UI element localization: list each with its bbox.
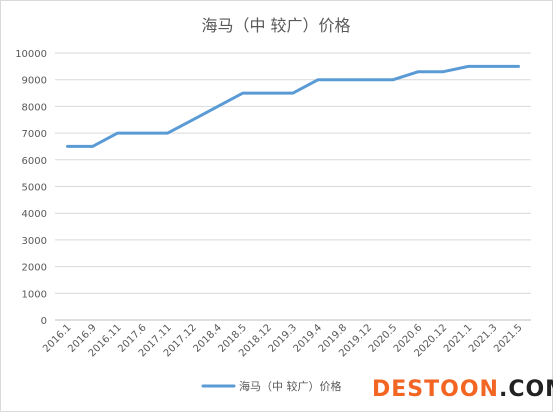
- x-axis-ticks: 2016.12016.92016.112017.62017.112017.122…: [41, 322, 524, 359]
- series-group: [66, 64, 520, 148]
- watermark-logo: DESTOON.COM: [372, 374, 553, 404]
- watermark-brand: DESTOON: [372, 376, 499, 402]
- y-tick-label: 2000: [22, 263, 47, 274]
- legend: 海马（中 较广）价格: [201, 379, 342, 393]
- y-tick-label: 4000: [22, 209, 47, 220]
- watermark-domain: .COM: [498, 376, 553, 402]
- y-tick-label: 6000: [22, 156, 47, 167]
- x-tick-label: 2021.5: [492, 322, 525, 355]
- y-tick-label: 0: [41, 316, 47, 327]
- y-tick-label: 3000: [22, 236, 47, 247]
- y-tick-label: 9000: [22, 76, 47, 87]
- chart-title: 海马（中 较广）价格: [201, 16, 350, 35]
- series-line: [66, 64, 520, 148]
- y-tick-label: 8000: [22, 102, 47, 113]
- y-axis-ticks: 0 1000 2000 3000 4000 5000 6000 7000 8000 9000 100…: [15, 49, 47, 327]
- y-tick-label: 1000: [22, 289, 47, 300]
- y-tick-label: 5000: [22, 183, 47, 194]
- y-tick-label: 10000: [15, 49, 47, 60]
- y-tick-label: 7000: [22, 129, 47, 140]
- legend-label: 海马（中 较广）价格: [239, 379, 342, 393]
- gridlines: [55, 52, 531, 321]
